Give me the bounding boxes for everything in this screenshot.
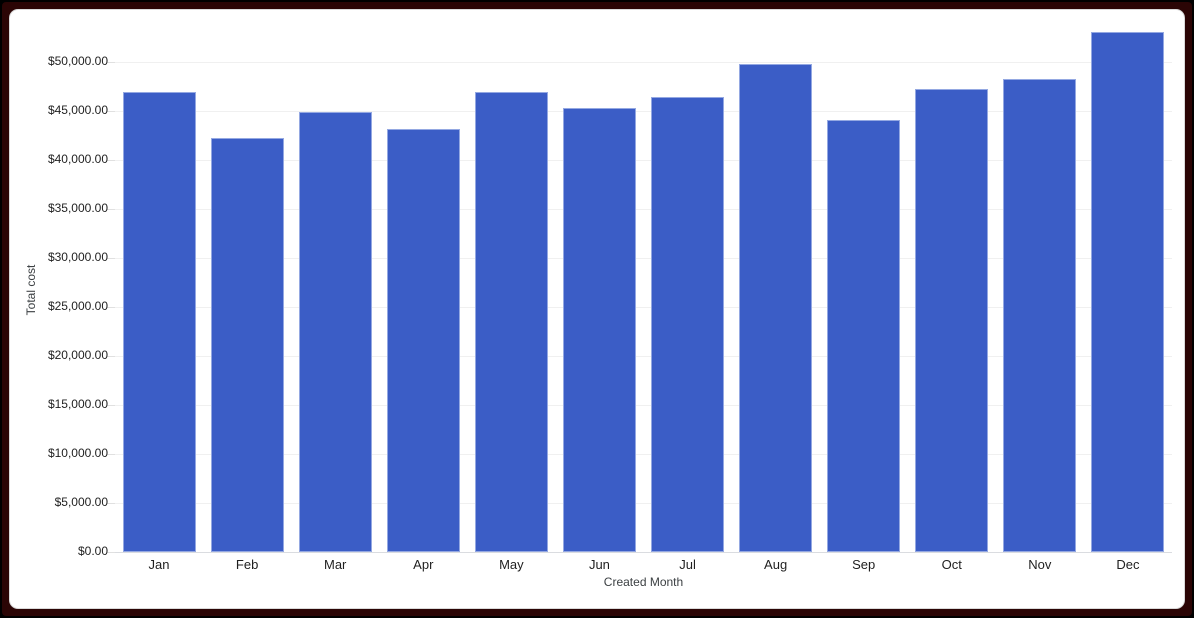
bar-dec[interactable] xyxy=(1091,32,1165,552)
y-tick-label: $15,000.00 xyxy=(47,397,108,411)
gridline xyxy=(115,258,1172,259)
y-tick-mark xyxy=(107,307,115,308)
x-tick-label: Jun xyxy=(588,557,610,572)
y-tick-mark xyxy=(107,503,115,504)
bar-sep[interactable] xyxy=(827,120,901,552)
y-tick-label: $25,000.00 xyxy=(47,299,108,313)
gridline xyxy=(115,307,1172,308)
y-tick-label: $30,000.00 xyxy=(47,250,108,264)
bar-feb[interactable] xyxy=(210,138,284,552)
gridline xyxy=(115,454,1172,455)
x-tick-label: Aug xyxy=(764,557,788,572)
gridline xyxy=(115,405,1172,406)
y-tick-label: $20,000.00 xyxy=(47,348,108,362)
bar-apr[interactable] xyxy=(386,129,460,552)
gridline xyxy=(115,356,1172,357)
x-axis-baseline xyxy=(115,552,1172,553)
y-tick-mark xyxy=(107,160,115,161)
y-tick-label: $45,000.00 xyxy=(47,103,108,117)
bar-nov[interactable] xyxy=(1003,79,1077,552)
bar-jul[interactable] xyxy=(651,97,725,552)
gridline xyxy=(115,209,1172,210)
y-tick-label: $5,000.00 xyxy=(54,495,108,509)
gridline xyxy=(115,160,1172,161)
bar-may[interactable] xyxy=(474,92,548,552)
bar-oct[interactable] xyxy=(915,89,989,552)
x-tick-label: Sep xyxy=(852,557,876,572)
x-tick-label: Feb xyxy=(235,557,259,572)
x-tick-label: Nov xyxy=(1028,557,1052,572)
y-tick-label: $35,000.00 xyxy=(47,201,108,215)
y-tick-label: $40,000.00 xyxy=(47,152,108,166)
y-tick-label: $50,000.00 xyxy=(47,54,108,68)
bar-mar[interactable] xyxy=(298,112,372,552)
bar-jun[interactable] xyxy=(562,108,636,552)
bar-jan[interactable] xyxy=(122,92,196,552)
x-tick-label: Dec xyxy=(1116,557,1140,572)
chart-card: $0.00 $5,000.00 $10,000.00 $15,000.00 $20,00… xyxy=(10,10,1184,608)
y-tick-mark xyxy=(107,209,115,210)
y-tick-label: $10,000.00 xyxy=(47,446,108,460)
x-tick-label: Oct xyxy=(941,557,962,572)
x-axis-title: Created Month xyxy=(603,575,684,589)
gridline xyxy=(115,503,1172,504)
y-tick-mark xyxy=(107,405,115,406)
y-tick-mark xyxy=(107,356,115,357)
gridline xyxy=(115,111,1172,112)
y-tick-label: $0.00 xyxy=(77,544,108,558)
x-tick-label: May xyxy=(499,557,524,572)
x-tick-label: Apr xyxy=(413,557,434,572)
bar-aug[interactable] xyxy=(739,64,813,552)
x-tick-label: Mar xyxy=(324,557,347,572)
x-tick-label: Jan xyxy=(148,557,170,572)
plot-area: $0.00 $5,000.00 $10,000.00 $15,000.00 $20,00… xyxy=(10,10,1184,608)
y-tick-mark xyxy=(107,111,115,112)
y-tick-mark xyxy=(107,454,115,455)
y-tick-mark xyxy=(107,62,115,63)
x-tick-label: Jul xyxy=(679,557,696,572)
y-tick-mark xyxy=(107,258,115,259)
y-axis-title: Total cost xyxy=(24,264,38,316)
y-tick-mark xyxy=(107,552,115,553)
gridline xyxy=(115,62,1172,63)
